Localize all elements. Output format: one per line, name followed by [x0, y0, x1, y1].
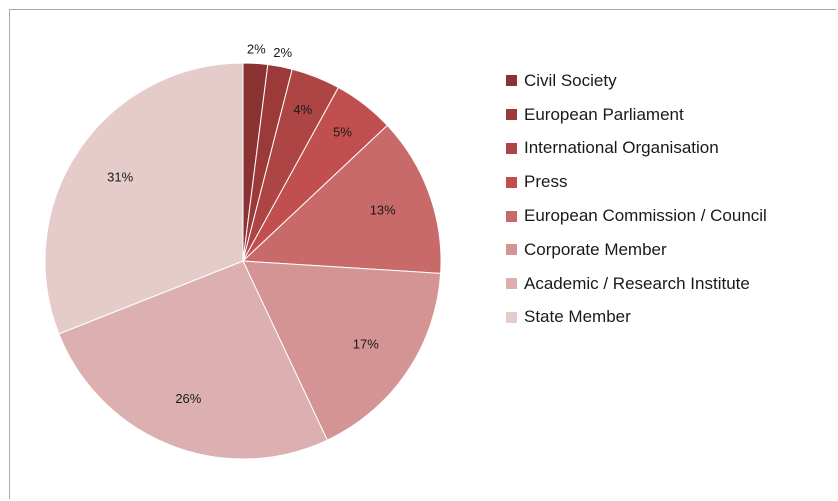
pie-slice-label-8: 31% [107, 170, 133, 185]
pie-slice-6 [242, 260, 442, 441]
legend-swatch [506, 142, 517, 154]
legend-swatch [506, 176, 517, 188]
chart-legend: Civil Society European Parliament Internat… [506, 64, 767, 334]
pie-slices [44, 62, 442, 460]
legend-swatch [506, 75, 517, 87]
legend-label: State Member [524, 307, 631, 327]
legend-item: State Member [506, 301, 767, 335]
legend-label: Academic / Research Institute [524, 273, 750, 293]
legend-item: International Organisation [506, 132, 767, 166]
pie-slice-label-4: 5% [333, 125, 352, 140]
legend-swatch [506, 210, 517, 222]
pie-slice-label-7: 26% [175, 391, 201, 406]
pie-slice-label-3: 4% [293, 102, 312, 117]
legend-item: European Parliament [506, 98, 767, 132]
legend-item: Press [506, 165, 767, 199]
pie-slice-label-6: 17% [353, 336, 379, 351]
legend-label: Corporate Member [524, 239, 667, 259]
legend-item: Corporate Member [506, 233, 767, 267]
pie-slice-label-5: 13% [370, 203, 396, 218]
legend-label: Press [524, 172, 568, 192]
legend-swatch [506, 311, 517, 323]
pie-slice-label-2: 2% [273, 45, 292, 60]
legend-item: European Commission / Council [506, 199, 767, 233]
pie-slice-8 [44, 62, 244, 335]
pie-slice-7 [58, 260, 328, 460]
legend-label: European Commission / Council [524, 206, 767, 226]
legend-swatch [506, 109, 517, 121]
legend-item: Academic / Research Institute [506, 267, 767, 301]
pie-slice-labels: 2% 2% 4% 5% 13% 17% 26% 31% [107, 42, 396, 407]
pie-slice-label-1: 2% [247, 42, 266, 57]
legend-swatch [506, 244, 517, 256]
legend-label: International Organisation [524, 138, 719, 158]
legend-swatch [506, 278, 517, 290]
pie-slice-5 [241, 124, 442, 274]
legend-label: European Parliament [524, 104, 684, 124]
legend-item: Civil Society [506, 64, 767, 98]
legend-label: Civil Society [524, 70, 617, 90]
